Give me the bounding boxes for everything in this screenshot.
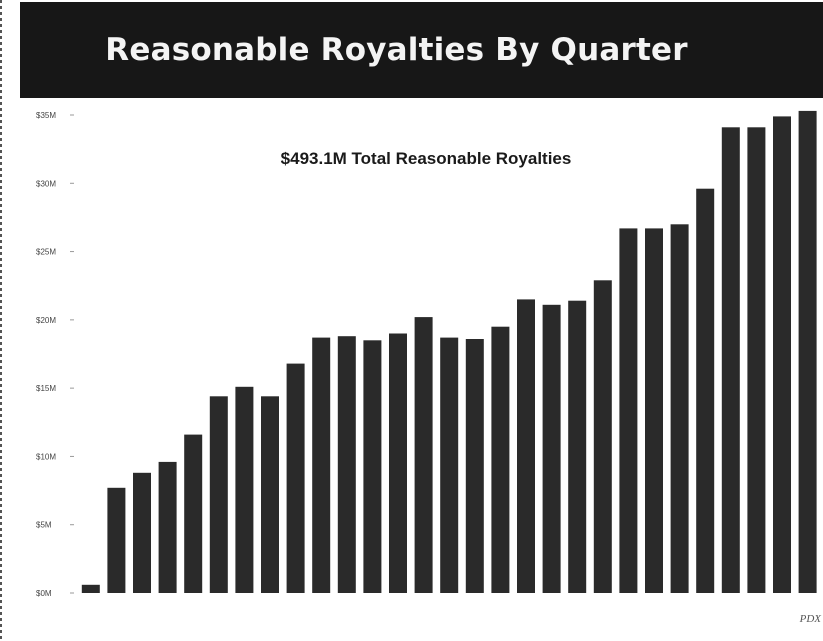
bar-8	[261, 396, 279, 593]
bar-27	[747, 127, 766, 594]
title-bar: Reasonable Royalties By Quarter	[20, 2, 823, 98]
bar-19	[542, 304, 561, 593]
bar-18	[517, 299, 535, 593]
bar-3	[133, 472, 151, 593]
y-axis-ticks: $0M $5M $10M $15M $20M $25M $30M $35M	[36, 111, 74, 598]
bar-12	[363, 340, 382, 593]
bar-14	[414, 317, 433, 593]
bar-29	[798, 110, 817, 594]
bar-6	[209, 396, 228, 593]
footer-mark: PDX	[799, 613, 821, 625]
chart-title: $493.1M Total Reasonable Royalties	[281, 149, 572, 168]
bar-28	[773, 116, 791, 594]
bar-17	[491, 326, 510, 593]
page-title: Reasonable Royalties By Quarter	[105, 32, 688, 68]
bar-9	[286, 363, 305, 593]
bar-16	[465, 339, 484, 593]
left-edge-rule	[0, 0, 2, 641]
bar-13	[389, 333, 407, 593]
y-tick-label: $10M	[36, 452, 56, 461]
bar-4	[158, 461, 177, 593]
bar-5	[184, 434, 203, 593]
y-tick-label: $0M	[36, 589, 52, 598]
y-tick-label: $30M	[36, 179, 56, 188]
bar-25	[696, 188, 715, 593]
bar-20	[568, 300, 587, 593]
y-tick-label: $20M	[36, 316, 56, 325]
bar-15	[440, 337, 459, 593]
bar-1	[81, 584, 100, 593]
bar-7	[235, 386, 254, 593]
bar-11	[337, 336, 356, 593]
bar-24	[670, 224, 689, 594]
y-tick-label: $5M	[36, 521, 52, 530]
bar-21	[593, 280, 612, 593]
bar-22	[619, 228, 638, 593]
y-tick-label: $25M	[36, 248, 56, 257]
bar-26	[721, 127, 740, 594]
y-tick-label: $15M	[36, 384, 56, 393]
bar-23	[645, 228, 663, 593]
bar-10	[312, 337, 331, 593]
bar-series	[81, 110, 817, 594]
y-tick-label: $35M	[36, 111, 56, 120]
bar-2	[107, 487, 126, 593]
